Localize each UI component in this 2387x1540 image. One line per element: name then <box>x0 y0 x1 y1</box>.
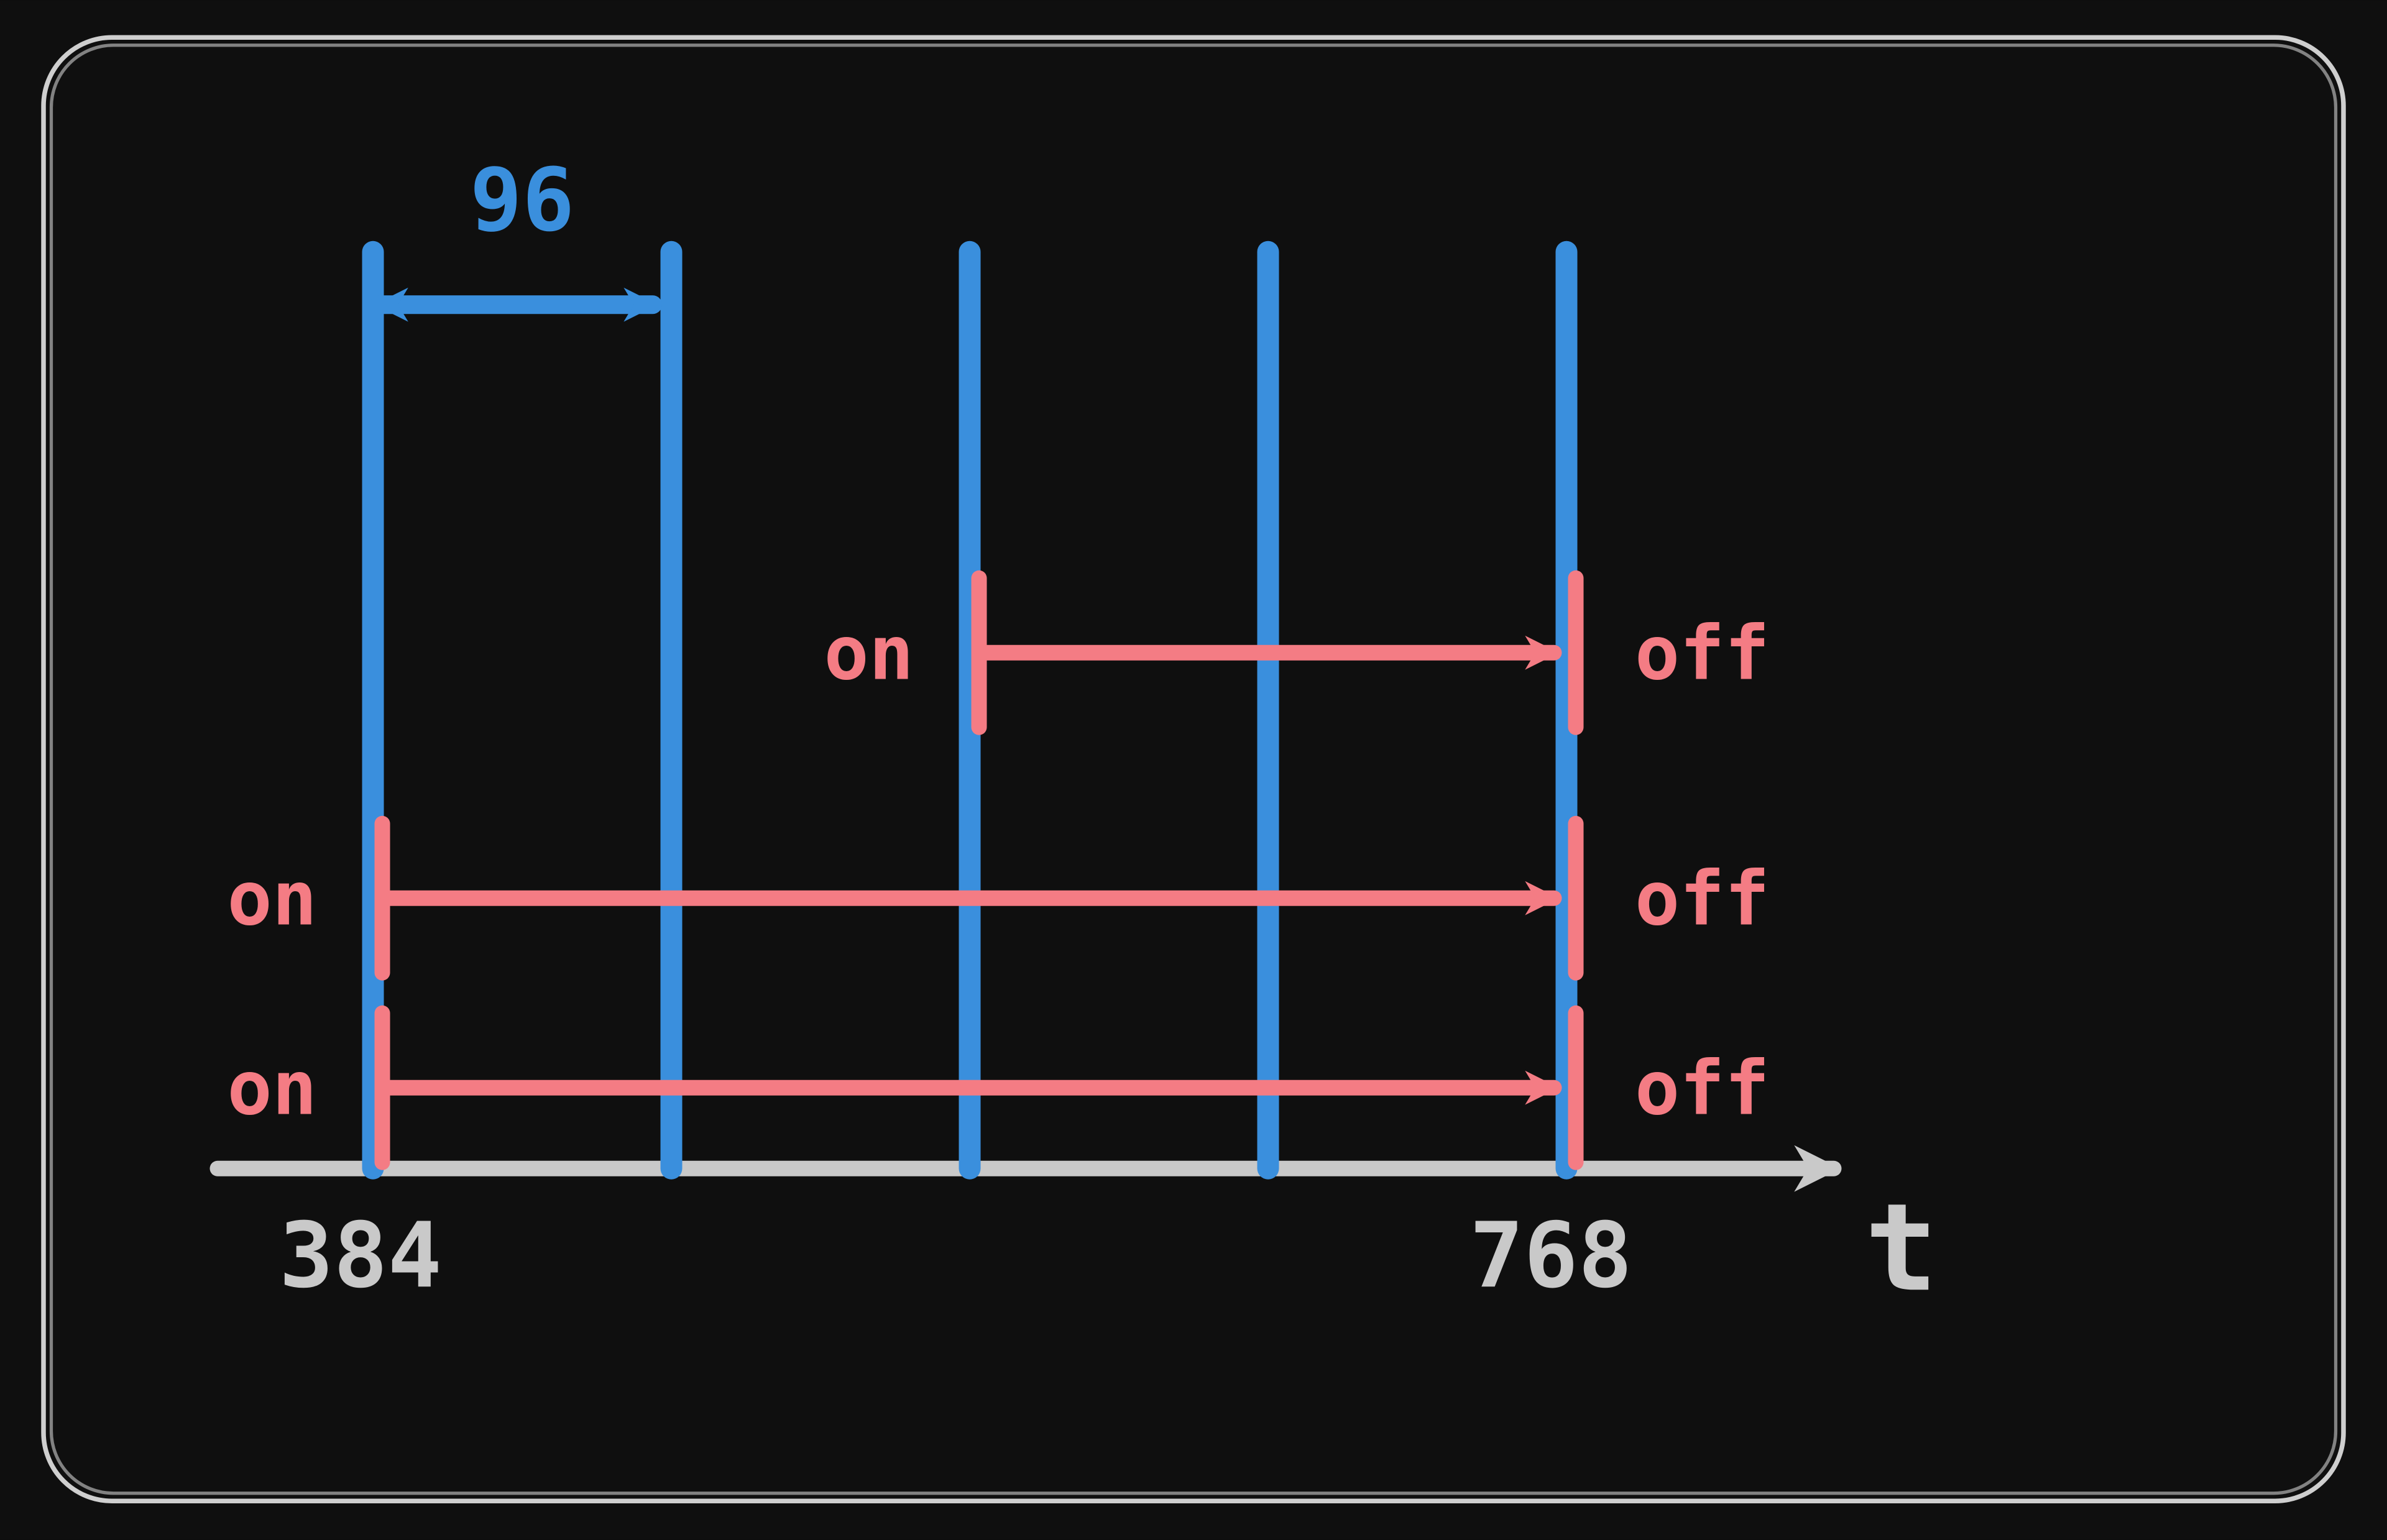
interval-label: 96 <box>470 150 575 251</box>
signal-on-label: on <box>228 856 318 942</box>
signal-on-label: on <box>824 610 914 697</box>
tick-label: 768 <box>1469 1203 1632 1308</box>
signal-on-label: on <box>228 1045 318 1132</box>
signal-off-label: off <box>1635 610 1770 697</box>
axis-label-t: t <box>1865 1177 1938 1318</box>
background <box>0 0 2387 1540</box>
timing-diagram: t 384 768 96 on off on off on off <box>0 0 2387 1540</box>
signal-off-label: off <box>1635 1045 1770 1132</box>
tick-label: 384 <box>279 1203 442 1308</box>
signal-off-label: off <box>1635 856 1770 942</box>
